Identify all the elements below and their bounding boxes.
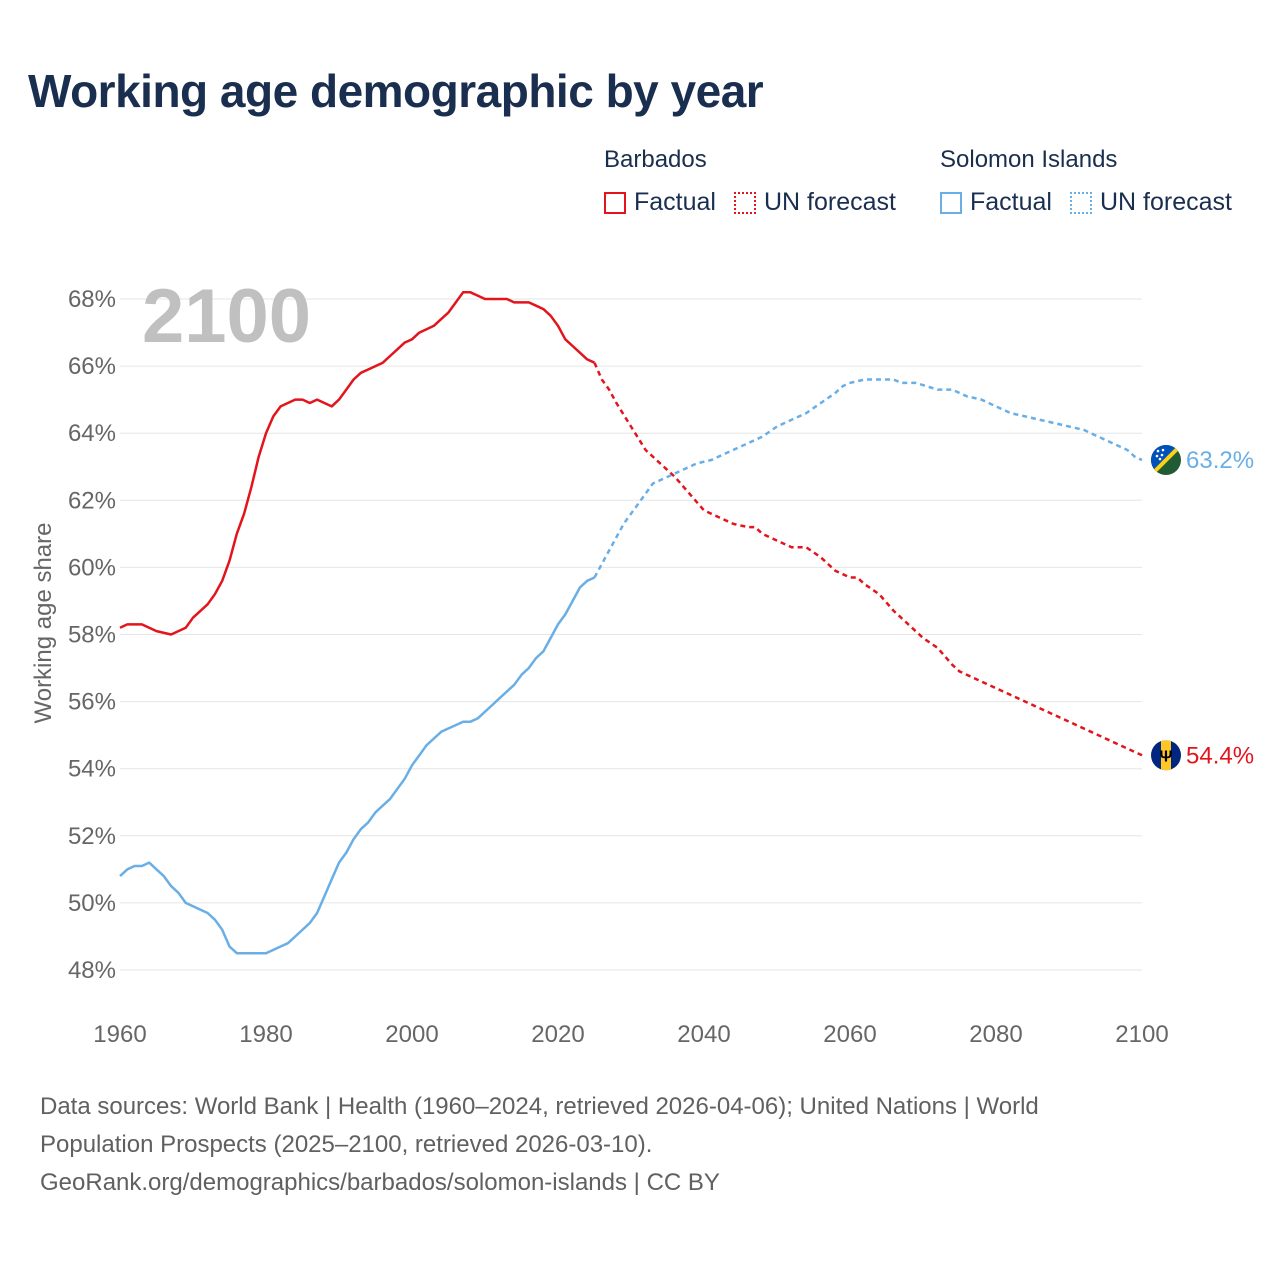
y-axis-label: Working age share [30, 523, 57, 724]
x-tick-label: 1980 [239, 1021, 292, 1048]
series-line-barbados-forecast[interactable] [593, 362, 1143, 757]
y-tick-label: 60% [68, 554, 116, 581]
y-tick-label: 68% [68, 286, 116, 313]
legend-label: UN forecast [1099, 188, 1232, 216]
legend-solomon: Solomon Islands Factual UN forecast [940, 146, 1232, 217]
y-axis-ticks: 48% 50% 52% 54% 56% 58% 60% 62% 64% 66% 68% [68, 286, 116, 984]
barbados-flag-icon: Ψ [1151, 740, 1181, 771]
page-title: Working age demographic by year [28, 65, 764, 117]
y-tick-label: 56% [68, 689, 116, 716]
series-end-label: 63.2% [1186, 447, 1254, 474]
legend-label: Factual [634, 188, 716, 216]
x-tick-label: 2080 [969, 1021, 1022, 1048]
svg-text:Ψ: Ψ [1160, 748, 1173, 765]
legend-swatch-dotted [1069, 191, 1092, 214]
legend-label: UN forecast [763, 188, 896, 216]
legend-barbados-title: Barbados [604, 146, 707, 173]
series-end-label: 54.4% [1186, 742, 1254, 769]
source-line: Population Prospects (2025–2100, retriev… [40, 1131, 653, 1158]
legend-swatch-solid [604, 191, 626, 214]
legend-label: Factual [970, 188, 1052, 216]
year-indicator: 2100 [142, 274, 311, 359]
y-tick-label: 66% [68, 353, 116, 380]
legend-swatch-dotted [733, 191, 756, 214]
legend-solomon-factual[interactable]: Factual [940, 188, 1052, 217]
y-tick-label: 58% [68, 622, 116, 649]
series-line-barbados-factual[interactable] [119, 291, 596, 636]
solomon-islands-flag-icon [1151, 445, 1181, 476]
legend-swatch-solid [940, 191, 962, 214]
y-tick-label: 64% [68, 420, 116, 447]
y-tick-label: 52% [68, 823, 116, 850]
legend-solomon-forecast[interactable]: UN forecast [1069, 188, 1232, 217]
y-tick-label: 62% [68, 487, 116, 514]
x-tick-label: 2060 [823, 1021, 876, 1048]
source-link[interactable]: GeoRank.org/demographics/barbados/solomo… [40, 1169, 720, 1196]
legend-barbados-factual[interactable]: Factual [604, 188, 716, 217]
grid-lines [120, 298, 1142, 971]
source-line: Data sources: World Bank | Health (1960–… [40, 1093, 1039, 1120]
series-line-solomon-forecast[interactable] [593, 378, 1143, 579]
x-tick-label: 2000 [385, 1021, 438, 1048]
line-chart: 48%50%52%54%56%58%60%62%64%66%68% 1960 19… [30, 274, 1254, 1048]
series-line-solomon-factual[interactable] [119, 576, 596, 955]
x-tick-label: 1960 [93, 1021, 146, 1048]
legend-solomon-title: Solomon Islands [940, 146, 1118, 173]
legend-barbados: Barbados Factual UN forecast [604, 146, 914, 217]
y-tick-label: 54% [68, 756, 116, 783]
y-tick-label: 48% [68, 957, 116, 984]
y-tick-label: 50% [68, 890, 116, 917]
x-tick-label: 2100 [1115, 1021, 1168, 1048]
series-end-markers: Ψ 54.4% 63.2% [1151, 445, 1254, 771]
source-note: Data sources: World Bank | Health (1960–… [40, 1088, 1220, 1202]
legend-barbados-forecast[interactable]: UN forecast [733, 188, 896, 217]
series-lines [119, 291, 1143, 955]
x-tick-label: 2020 [531, 1021, 584, 1048]
x-axis-ticks: 1960 1980 2000 2020 2040 2060 2080 2100 [93, 1021, 1168, 1048]
x-tick-label: 2040 [677, 1021, 730, 1048]
